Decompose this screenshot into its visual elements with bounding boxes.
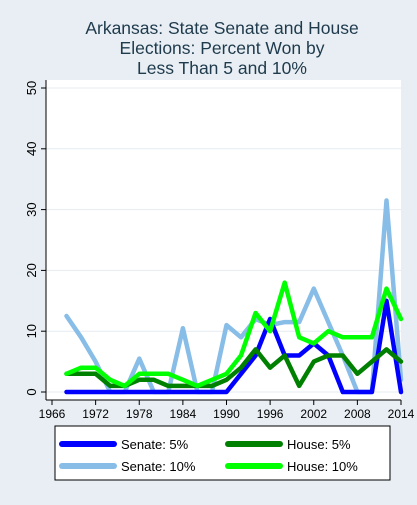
x-tick-label: 2002 [300,407,327,421]
series-line-4 [64,280,404,389]
data-series [64,198,404,395]
x-tick-label: 2014 [388,407,415,421]
y-tick-label: 20 [24,263,39,277]
x-tick-label: 1978 [126,407,153,421]
y-tick-label: 0 [24,388,39,395]
x-tick-label: 1990 [213,407,240,421]
axes: 0 10 20 30 40 50 1966 1972 1978 1984 1990 1996 2002 2… [24,80,415,421]
chart-title: Arkansas: State Senate and HouseElection… [85,18,358,78]
y-tick-label: 10 [24,324,39,338]
legend-box [54,425,391,481]
x-tick-label: 1996 [257,407,284,421]
plot-area [46,80,401,400]
legend-label: Senate: 10% [121,459,196,474]
chart-title-line: Less Than 5 and 10% [137,58,307,78]
y-tick-label: 50 [24,81,39,95]
x-tick-label: 1966 [39,407,66,421]
x-tick-label: 1972 [82,407,109,421]
legend-label: House: 10% [287,459,358,474]
legend-label: Senate: 5% [121,437,189,452]
chart-title-line: Arkansas: State Senate and House [85,18,358,38]
x-tick-label: 2008 [344,407,371,421]
chart-title-line: Elections: Percent Won by [120,38,325,58]
y-tick-label: 30 [24,202,39,216]
legend-label: House: 5% [287,437,351,452]
series-line-1 [64,298,404,395]
y-tick-label: 40 [24,142,39,156]
x-tick-label: 1984 [170,407,197,421]
legend: Senate: 5% House: 5% Senate: 10% House: 10% [54,425,391,481]
